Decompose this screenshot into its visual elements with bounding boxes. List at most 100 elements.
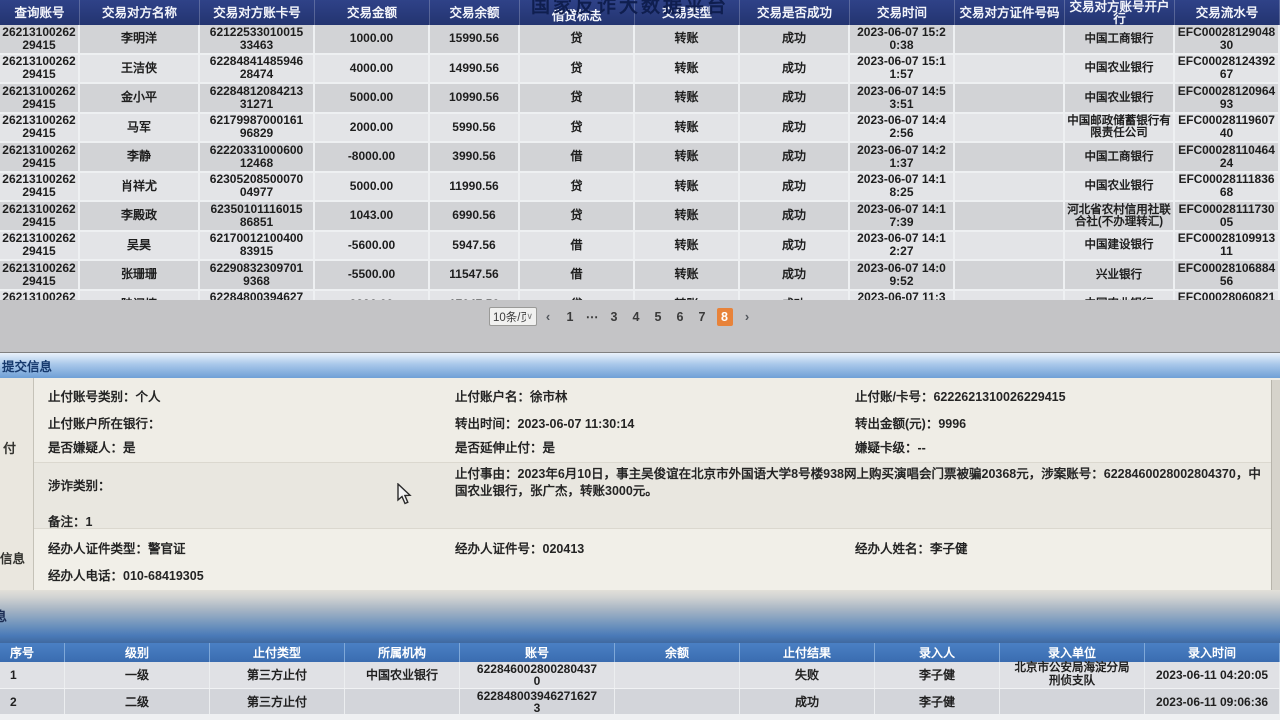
transaction-cell: 贷 — [520, 84, 635, 112]
field-remark: 备注：1 — [48, 515, 93, 529]
transaction-cell: 吴昊 — [80, 231, 200, 259]
field-operator-id-no: 经办人证件号：020413 — [455, 542, 585, 556]
submit-info-body: 止付账号类别：个人 止付账户名：徐市林 止付账/卡号：6222621310026… — [0, 378, 1280, 591]
transaction-cell: 成功 — [740, 231, 850, 259]
mouse-cursor — [397, 483, 412, 505]
transaction-cell — [955, 143, 1065, 171]
stop-payment-row[interactable]: 1 一级 第三方止付 中国农业银行 6228460028002804370 失败 李子健 北京… — [0, 662, 1280, 689]
transaction-cell: 15990.56 — [430, 25, 520, 53]
transaction-cell: 4000.00 — [315, 54, 430, 82]
next-page-button[interactable]: › — [744, 309, 750, 324]
transaction-cell: 转账 — [635, 202, 740, 230]
transaction-cell: 1000.00 — [315, 25, 430, 53]
transaction-cell: 6222033100060012468 — [200, 143, 315, 171]
field-fraud-category: 涉诈类别： — [48, 479, 111, 493]
transactions-column-header: 交易流水号 — [1175, 0, 1280, 25]
transaction-cell: 转账 — [635, 84, 740, 112]
page-button-1[interactable]: 1 — [566, 309, 574, 324]
transaction-cell: -8000.00 — [315, 143, 430, 171]
page-button-6[interactable]: 6 — [676, 309, 684, 324]
transactions-column-header: 交易金额 — [315, 0, 430, 25]
field-operator-name: 经办人姓名：李子健 — [855, 542, 968, 556]
left-nav-strip — [0, 378, 34, 590]
transaction-cell: 李明洋 — [80, 25, 200, 53]
transaction-cell: 2621310026229415 — [0, 202, 80, 230]
stop-payment-cell: 成功 — [740, 689, 875, 715]
stop-payment-row[interactable]: 2 二级 第三方止付 6228480039462716273 成功 李子健 2023-06-… — [0, 689, 1280, 716]
transactions-column-header: 交易对方账卡号 — [200, 0, 315, 25]
transaction-cell: 2621310026229415 — [0, 231, 80, 259]
transaction-cell: 肖祥尤 — [80, 172, 200, 200]
transaction-row[interactable]: 2621310026229415 李明洋 6212253301001533463 10… — [0, 25, 1280, 55]
stop-payment-cell — [345, 689, 460, 715]
stop-payment-cell: 第三方止付 — [210, 662, 345, 688]
transaction-cell: EFC0002810991311 — [1175, 231, 1280, 259]
stop-payment-cell: 中国农业银行 — [345, 662, 460, 688]
transaction-cell — [955, 202, 1065, 230]
form-divider-strip — [34, 528, 1280, 591]
transaction-cell: 5947.56 — [430, 231, 520, 259]
page-button-7[interactable]: 7 — [698, 309, 706, 324]
transaction-cell: 转账 — [635, 54, 740, 82]
transaction-cell: 转账 — [635, 261, 740, 289]
stop-payment-cell — [615, 662, 740, 688]
stop-payment-cell: 北京市公安局海淀分局刑侦支队 — [1000, 662, 1145, 688]
transaction-cell: 2023-06-07 14:12:27 — [850, 231, 955, 259]
transaction-cell: 2023-06-07 14:53:51 — [850, 84, 955, 112]
transaction-row[interactable]: 2621310026229415 肖祥尤 6230520850007004977 50… — [0, 172, 1280, 202]
transaction-cell: -5600.00 — [315, 231, 430, 259]
transaction-cell: 贷 — [520, 25, 635, 53]
transaction-cell: 中国工商银行 — [1065, 25, 1175, 53]
stop-payment-cell: 二级 — [65, 689, 210, 715]
transactions-column-header: 交易对方账号开户行 — [1065, 0, 1175, 25]
page-button-4[interactable]: 4 — [632, 309, 640, 324]
transaction-cell: 借 — [520, 143, 635, 171]
transaction-cell: 6212253301001533463 — [200, 25, 315, 53]
stop-payment-column-header: 录入人 — [875, 643, 1000, 662]
page-size-select[interactable]: 10条/页 ∨ — [489, 307, 537, 326]
transaction-row[interactable]: 2621310026229415 马军 6217998700016196829 200… — [0, 113, 1280, 143]
transaction-cell — [955, 172, 1065, 200]
transaction-row[interactable]: 2621310026229415 张珊珊 622908323097019368 -55… — [0, 261, 1280, 291]
transaction-cell: 王洁侠 — [80, 54, 200, 82]
prev-page-button[interactable]: ‹ — [545, 309, 551, 324]
stop-payment-cell: 6228460028002804370 — [460, 662, 615, 688]
stop-payment-cell: 李子健 — [875, 689, 1000, 715]
stop-payment-column-header: 序号 — [0, 643, 65, 662]
stop-payment-cell: 1 — [0, 662, 65, 688]
stop-payment-cell — [615, 689, 740, 715]
field-account-name: 止付账户名：徐市林 — [455, 390, 568, 404]
transaction-cell: 成功 — [740, 202, 850, 230]
transaction-row[interactable]: 2621310026229415 金小平 6228481208421331271 50… — [0, 84, 1280, 114]
page-size-value: 10条/页 — [493, 311, 526, 324]
stop-payment-cell: 2023-06-11 04:20:05 — [1145, 662, 1280, 688]
transaction-cell: 河北省农村信用社联合社(不办理转汇) — [1065, 202, 1175, 230]
transaction-cell: EFC0002811183668 — [1175, 172, 1280, 200]
transaction-cell: 2023-06-07 14:09:52 — [850, 261, 955, 289]
field-stop-reason: 止付事由：2023年6月10日，事主吴俊谊在北京市外国语大学8号楼938网上购买… — [455, 467, 1261, 498]
transaction-cell: 2621310026229415 — [0, 261, 80, 289]
transaction-cell: 中国建设银行 — [1065, 231, 1175, 259]
transaction-cell: 2000.00 — [315, 113, 430, 141]
transaction-cell: 2023-06-07 14:18:25 — [850, 172, 955, 200]
transaction-cell: EFC0002810688456 — [1175, 261, 1280, 289]
page-button-8[interactable]: 8 — [716, 307, 733, 326]
transaction-row[interactable]: 2621310026229415 王洁侠 6228484148594628474 40… — [0, 54, 1280, 84]
transaction-cell: 马军 — [80, 113, 200, 141]
transaction-row[interactable]: 2621310026229415 李静 6222033100060012468 -80… — [0, 143, 1280, 173]
transaction-row[interactable]: 2621310026229415 李殿政 6235010111601586851 10… — [0, 202, 1280, 232]
page-button-3[interactable]: 3 — [610, 309, 618, 324]
vertical-scrollbar[interactable] — [1271, 380, 1280, 590]
transaction-cell: 14990.56 — [430, 54, 520, 82]
left-nav-partial-label: 息 — [0, 609, 8, 624]
transaction-row[interactable]: 2621310026229415 吴昊 6217001210040083915 -56… — [0, 231, 1280, 261]
transaction-cell: 中国农业银行 — [1065, 84, 1175, 112]
submit-info-titlebar: 提交信息 — [0, 352, 1280, 378]
transaction-cell: 贷 — [520, 113, 635, 141]
transaction-cell: 2621310026229415 — [0, 54, 80, 82]
page-button-5[interactable]: 5 — [654, 309, 662, 324]
transactions-table: 查询账号 交易对方名称 交易对方账卡号 交易金额 交易余额 借贷标志 交易类型 交易是否成功交… — [0, 0, 1280, 320]
stop-payment-column-header: 止付类型 — [210, 643, 345, 662]
